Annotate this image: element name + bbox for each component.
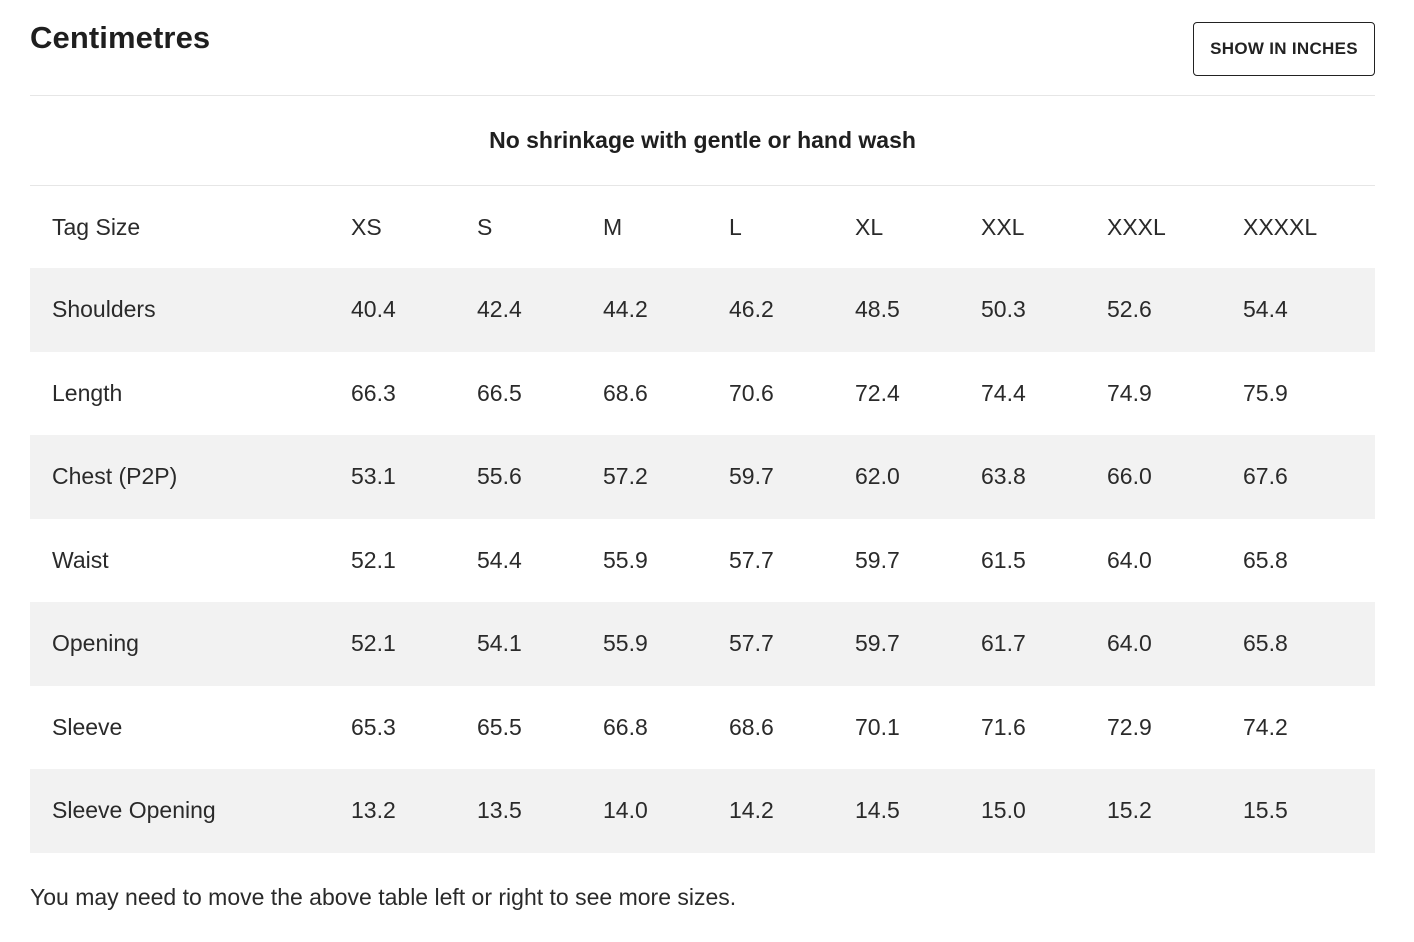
measurement-value: 52.1 bbox=[351, 546, 396, 573]
table-row: Chest (P2P) 53.1 55.6 57.2 59.7 62.0 63.… bbox=[30, 435, 1375, 519]
size-header: L bbox=[729, 213, 742, 240]
measurement-value: 61.7 bbox=[981, 630, 1026, 657]
measurement-value: 70.1 bbox=[855, 713, 900, 740]
measurement-value: 42.4 bbox=[477, 296, 522, 323]
size-header: S bbox=[477, 213, 493, 240]
measurement-value: 64.0 bbox=[1107, 630, 1152, 657]
measurement-value: 14.5 bbox=[855, 797, 900, 824]
measurement-value: 63.8 bbox=[981, 463, 1026, 490]
measurement-value: 55.9 bbox=[603, 546, 648, 573]
measurement-value: 50.3 bbox=[981, 296, 1026, 323]
table-row: Sleeve 65.3 65.5 66.8 68.6 70.1 71.6 72.… bbox=[30, 685, 1375, 769]
measurement-label: Chest (P2P) bbox=[52, 463, 178, 490]
measurement-value: 71.6 bbox=[981, 713, 1026, 740]
measurement-value: 52.6 bbox=[1107, 296, 1152, 323]
measurement-value: 64.0 bbox=[1107, 546, 1152, 573]
table-row: Opening 52.1 54.1 55.9 57.7 59.7 61.7 64… bbox=[30, 602, 1375, 686]
measurement-value: 57.7 bbox=[729, 546, 774, 573]
measurement-value: 53.1 bbox=[351, 463, 396, 490]
measurement-value: 66.0 bbox=[1107, 463, 1152, 490]
measurement-value: 14.2 bbox=[729, 797, 774, 824]
tag-size-header: Tag Size bbox=[52, 213, 141, 240]
measurement-value: 68.6 bbox=[729, 713, 774, 740]
measurement-label: Sleeve bbox=[52, 713, 123, 740]
measurement-value: 13.5 bbox=[477, 797, 522, 824]
measurement-value: 59.7 bbox=[729, 463, 774, 490]
measurement-value: 74.4 bbox=[981, 379, 1026, 406]
measurement-label: Opening bbox=[52, 630, 139, 657]
measurement-value: 54.4 bbox=[1243, 296, 1288, 323]
size-chart-header: Centimetres SHOW IN INCHES bbox=[30, 0, 1375, 96]
size-header: XS bbox=[351, 213, 382, 240]
table-row: Sleeve Opening 13.2 13.5 14.0 14.2 14.5 … bbox=[30, 769, 1375, 853]
measurement-value: 74.9 bbox=[1107, 379, 1152, 406]
measurement-value: 44.2 bbox=[603, 296, 648, 323]
measurement-value: 55.6 bbox=[477, 463, 522, 490]
page-title: Centimetres bbox=[30, 20, 211, 55]
measurement-value: 59.7 bbox=[855, 630, 900, 657]
care-note: No shrinkage with gentle or hand wash bbox=[489, 126, 916, 153]
measurement-value: 67.6 bbox=[1243, 463, 1288, 490]
table-row: Shoulders 40.4 42.4 44.2 46.2 48.5 50.3 … bbox=[30, 268, 1375, 352]
measurement-value: 65.8 bbox=[1243, 630, 1288, 657]
measurement-value: 54.1 bbox=[477, 630, 522, 657]
measurement-value: 59.7 bbox=[855, 546, 900, 573]
measurement-value: 66.3 bbox=[351, 379, 396, 406]
measurement-value: 15.5 bbox=[1243, 797, 1288, 824]
measurement-value: 66.5 bbox=[477, 379, 522, 406]
measurement-value: 70.6 bbox=[729, 379, 774, 406]
measurement-label: Sleeve Opening bbox=[52, 797, 216, 824]
size-header: XXL bbox=[981, 213, 1025, 240]
measurement-value: 68.6 bbox=[603, 379, 648, 406]
table-header-row: Tag Size XS S M L XL XXL XXXL XXXXL bbox=[30, 186, 1375, 268]
measurement-value: 55.9 bbox=[603, 630, 648, 657]
scroll-hint-footnote: You may need to move the above table lef… bbox=[30, 884, 737, 910]
measurement-value: 65.8 bbox=[1243, 546, 1288, 573]
measurement-value: 46.2 bbox=[729, 296, 774, 323]
measurement-value: 72.9 bbox=[1107, 713, 1152, 740]
measurement-value: 15.2 bbox=[1107, 797, 1152, 824]
table-row: Length 66.3 66.5 68.6 70.6 72.4 74.4 74.… bbox=[30, 351, 1375, 435]
measurement-value: 74.2 bbox=[1243, 713, 1288, 740]
measurement-value: 61.5 bbox=[981, 546, 1026, 573]
measurement-label: Waist bbox=[52, 546, 109, 573]
size-header: XXXL bbox=[1107, 213, 1166, 240]
size-header: M bbox=[603, 213, 623, 240]
measurement-value: 72.4 bbox=[855, 379, 900, 406]
measurement-value: 14.0 bbox=[603, 797, 648, 824]
size-header: XXXXL bbox=[1243, 213, 1318, 240]
measurement-value: 54.4 bbox=[477, 546, 522, 573]
measurement-value: 62.0 bbox=[855, 463, 900, 490]
measurement-value: 65.3 bbox=[351, 713, 396, 740]
measurement-value: 52.1 bbox=[351, 630, 396, 657]
care-note-row: No shrinkage with gentle or hand wash bbox=[30, 95, 1375, 186]
measurement-value: 66.8 bbox=[603, 713, 648, 740]
size-table: Tag Size XS S M L XL XXL XXXL XXXXL Shou… bbox=[30, 186, 1375, 853]
measurement-label: Length bbox=[52, 379, 123, 406]
measurement-value: 15.0 bbox=[981, 797, 1026, 824]
show-in-inches-button[interactable]: SHOW IN INCHES bbox=[1193, 22, 1375, 76]
size-header: XL bbox=[855, 213, 884, 240]
measurement-label: Shoulders bbox=[52, 296, 156, 323]
measurement-value: 57.2 bbox=[603, 463, 648, 490]
table-row: Waist 52.1 54.4 55.9 57.7 59.7 61.5 64.0… bbox=[30, 518, 1375, 602]
measurement-value: 13.2 bbox=[351, 797, 396, 824]
measurement-value: 40.4 bbox=[351, 296, 396, 323]
measurement-value: 75.9 bbox=[1243, 379, 1288, 406]
measurement-value: 57.7 bbox=[729, 630, 774, 657]
measurement-value: 48.5 bbox=[855, 296, 900, 323]
measurement-value: 65.5 bbox=[477, 713, 522, 740]
